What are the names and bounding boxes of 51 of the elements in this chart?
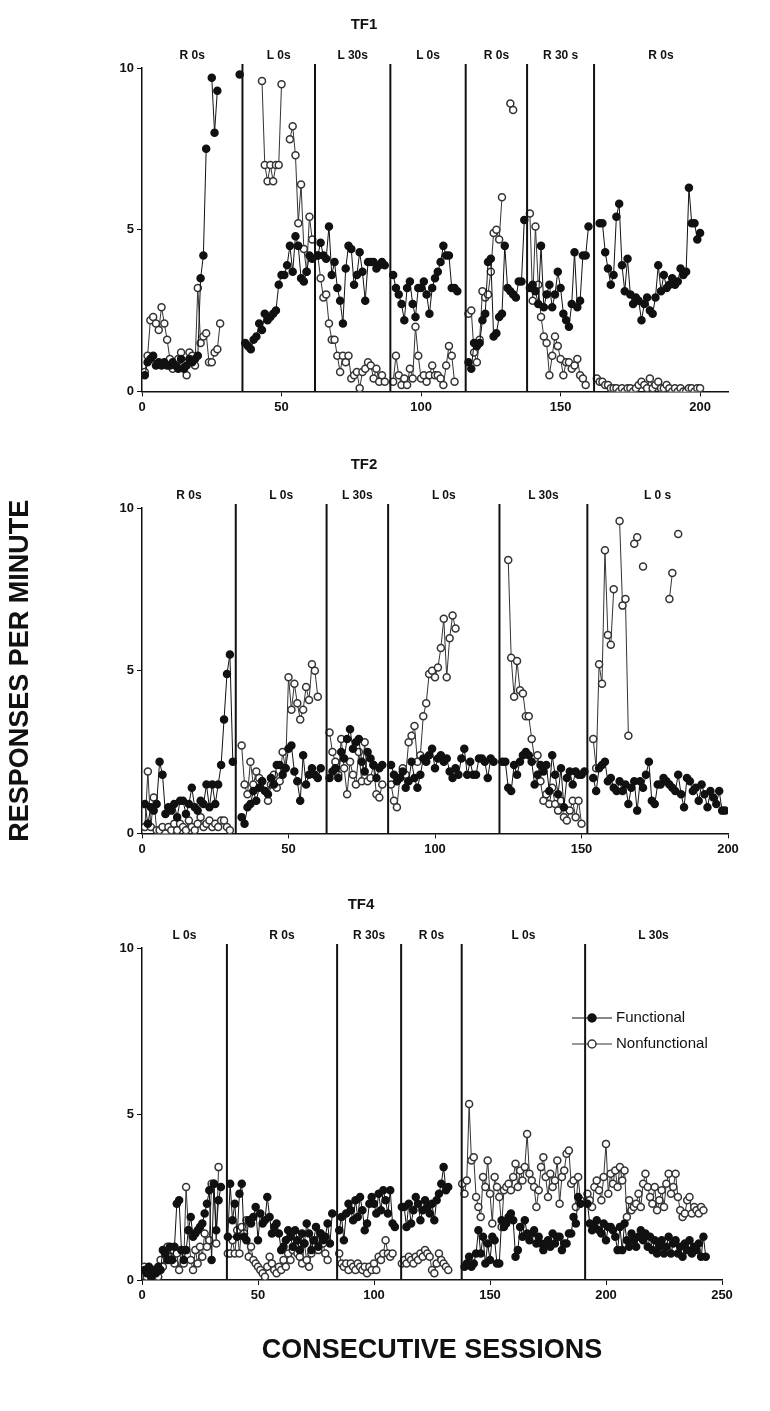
x-tick-label: 200	[717, 840, 739, 856]
text: R 0s	[179, 48, 206, 63]
text: R 30s	[353, 928, 386, 943]
x-tick-label: 100	[363, 1287, 385, 1303]
x-tick-label: 0	[138, 1287, 146, 1303]
text: L 30s	[337, 48, 369, 63]
x-tick-label: 150	[549, 398, 572, 414]
x-tick-label: 0	[138, 840, 146, 856]
x-tick-label: 150	[479, 1287, 501, 1303]
text: L 30s	[638, 928, 670, 943]
y-tick-label: 5	[126, 221, 134, 237]
text: R 0s	[648, 48, 675, 63]
x-tick-label: 50	[281, 840, 296, 856]
x-tick-label: 0	[138, 398, 146, 414]
legend-label: Functional	[616, 1008, 686, 1026]
y-tick-label: 0	[126, 1271, 134, 1287]
text: L 0s	[431, 488, 457, 503]
chart-title: TF2	[350, 455, 378, 473]
y-axis-title: RESPONSES PER MINUTE	[3, 499, 34, 842]
chart-title: TF1	[350, 15, 378, 33]
text: L 30s	[342, 488, 373, 503]
y-tick-label: 0	[126, 824, 134, 840]
text: R 0s	[418, 928, 445, 943]
y-tick-label: 5	[126, 662, 134, 678]
text: L 0s	[416, 48, 441, 63]
text: L 0s	[172, 928, 197, 943]
y-tick-label: 10	[119, 59, 134, 75]
y-tick-label: 5	[126, 1105, 134, 1121]
legend-label: Nonfunctional	[616, 1034, 708, 1052]
text: L 30s	[528, 488, 559, 503]
text: R 0s	[483, 48, 510, 63]
text: R 0s	[176, 488, 202, 503]
y-tick-label: 10	[119, 499, 134, 515]
text: R 30 s	[542, 48, 579, 63]
x-tick-label: 150	[570, 840, 593, 856]
x-tick-label: 50	[250, 1287, 266, 1303]
x-axis-title: CONSECUTIVE SESSIONS	[261, 1334, 603, 1365]
x-tick-label: 100	[410, 398, 432, 414]
x-tick-label: 50	[274, 398, 289, 414]
text: L 0 s	[644, 488, 672, 503]
text: L 0s	[511, 928, 536, 943]
x-tick-label: 200	[689, 398, 711, 414]
x-tick-label: 250	[711, 1287, 733, 1303]
text: L 0s	[266, 48, 291, 63]
y-tick-label: 0	[126, 382, 134, 398]
chart-title: TF4	[347, 895, 375, 913]
text: R 0s	[269, 928, 296, 943]
text: L 0s	[269, 488, 294, 503]
x-tick-label: 200	[595, 1287, 617, 1303]
x-tick-label: 100	[424, 840, 446, 856]
y-tick-label: 10	[119, 939, 134, 955]
